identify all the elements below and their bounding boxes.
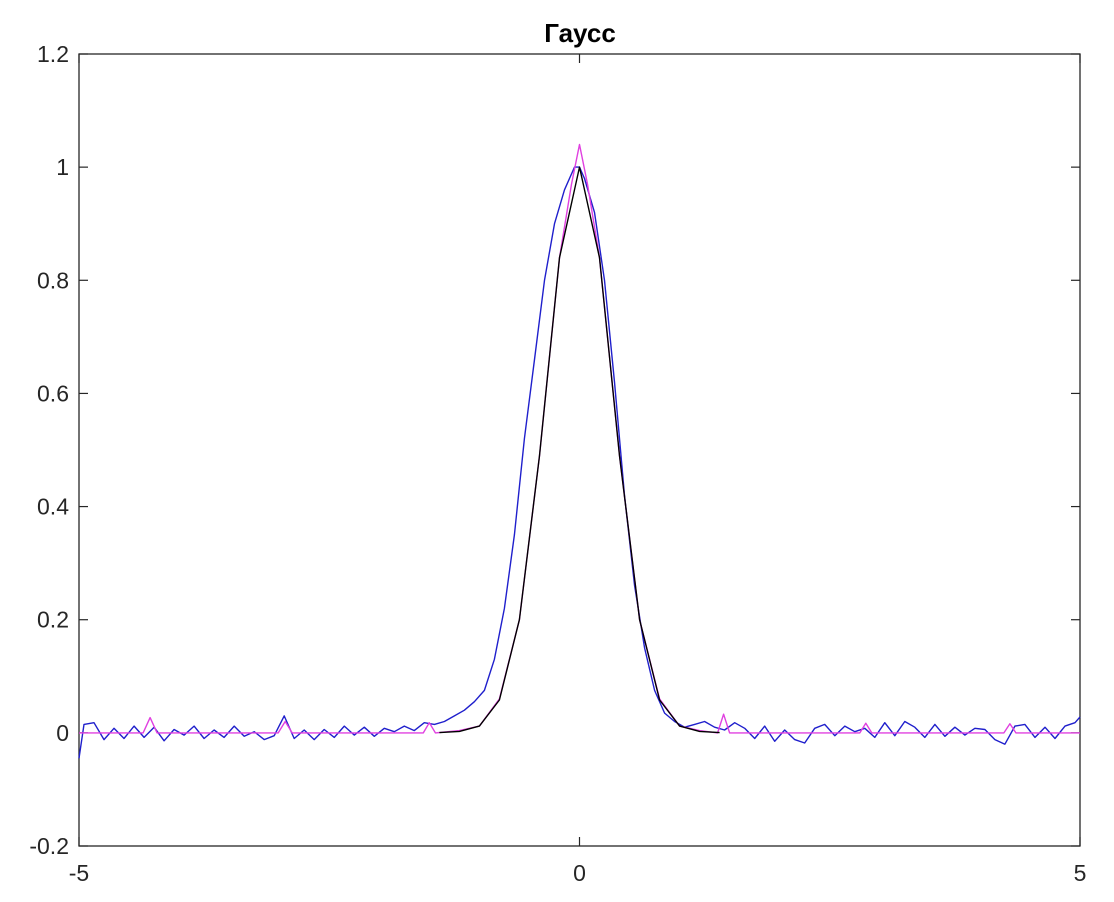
x-tick-label: -5 — [69, 860, 89, 886]
x-tick-label: 5 — [1074, 860, 1087, 886]
y-tick-label: 0.8 — [37, 267, 69, 293]
x-tick-label: 0 — [573, 860, 586, 886]
chart-title: Гаусс — [544, 18, 616, 48]
y-tick-label: 1.2 — [37, 41, 69, 67]
plot-area — [78, 53, 1081, 847]
y-tick-label: 0 — [56, 720, 69, 746]
y-tick-label: 1 — [56, 154, 69, 180]
y-tick-label: 0.2 — [37, 607, 69, 633]
y-tick-label: 0.4 — [37, 494, 69, 520]
tick-labels: -0.2 0 0.2 0.4 0.6 0.8 1 1.2 -5 0 5 — [29, 41, 1086, 886]
y-tick-label: -0.2 — [29, 833, 69, 859]
y-tick-label: 0.6 — [37, 380, 69, 406]
series-line-2 — [79, 143, 1080, 734]
series-line-3 — [439, 166, 720, 734]
series-layer — [78, 143, 1081, 759]
